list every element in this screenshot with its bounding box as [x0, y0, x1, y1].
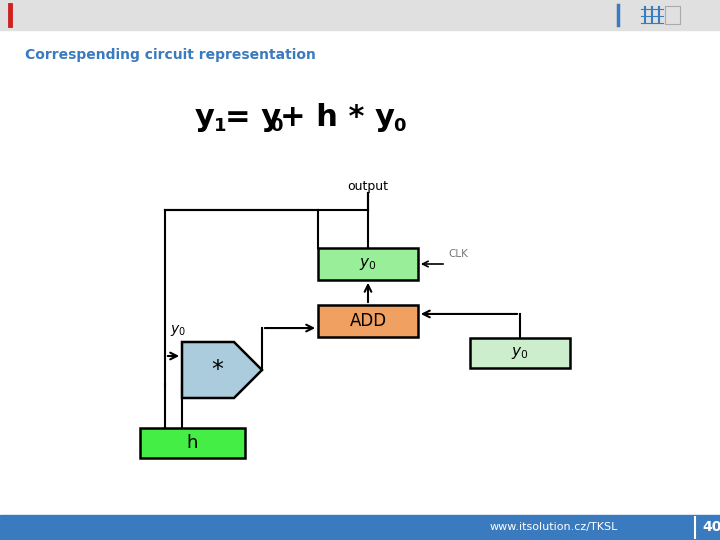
- Text: ADD: ADD: [349, 312, 387, 330]
- Bar: [470, 338, 570, 368]
- Bar: [140, 428, 245, 458]
- Text: output: output: [348, 180, 389, 193]
- Bar: [0, 0, 720, 30]
- Text: $y_0$: $y_0$: [359, 256, 377, 272]
- Text: *: *: [211, 358, 223, 382]
- Text: CLK: CLK: [448, 249, 468, 259]
- Polygon shape: [182, 342, 262, 398]
- Text: 0: 0: [393, 117, 405, 135]
- Text: $y_0$: $y_0$: [511, 345, 528, 361]
- Text: y: y: [195, 104, 215, 132]
- Text: Correspending circuit representation: Correspending circuit representation: [25, 48, 316, 62]
- Bar: [318, 305, 418, 337]
- Text: $y_0$: $y_0$: [170, 322, 186, 338]
- Text: h: h: [186, 434, 198, 452]
- Text: = y: = y: [225, 104, 281, 132]
- Bar: [318, 248, 418, 280]
- Text: 40: 40: [702, 520, 720, 534]
- Bar: [0, 515, 720, 540]
- Text: + h * y: + h * y: [280, 104, 395, 132]
- Text: 0: 0: [270, 117, 282, 135]
- Text: www.itsolution.cz/TKSL: www.itsolution.cz/TKSL: [490, 522, 618, 532]
- Text: 1: 1: [214, 117, 227, 135]
